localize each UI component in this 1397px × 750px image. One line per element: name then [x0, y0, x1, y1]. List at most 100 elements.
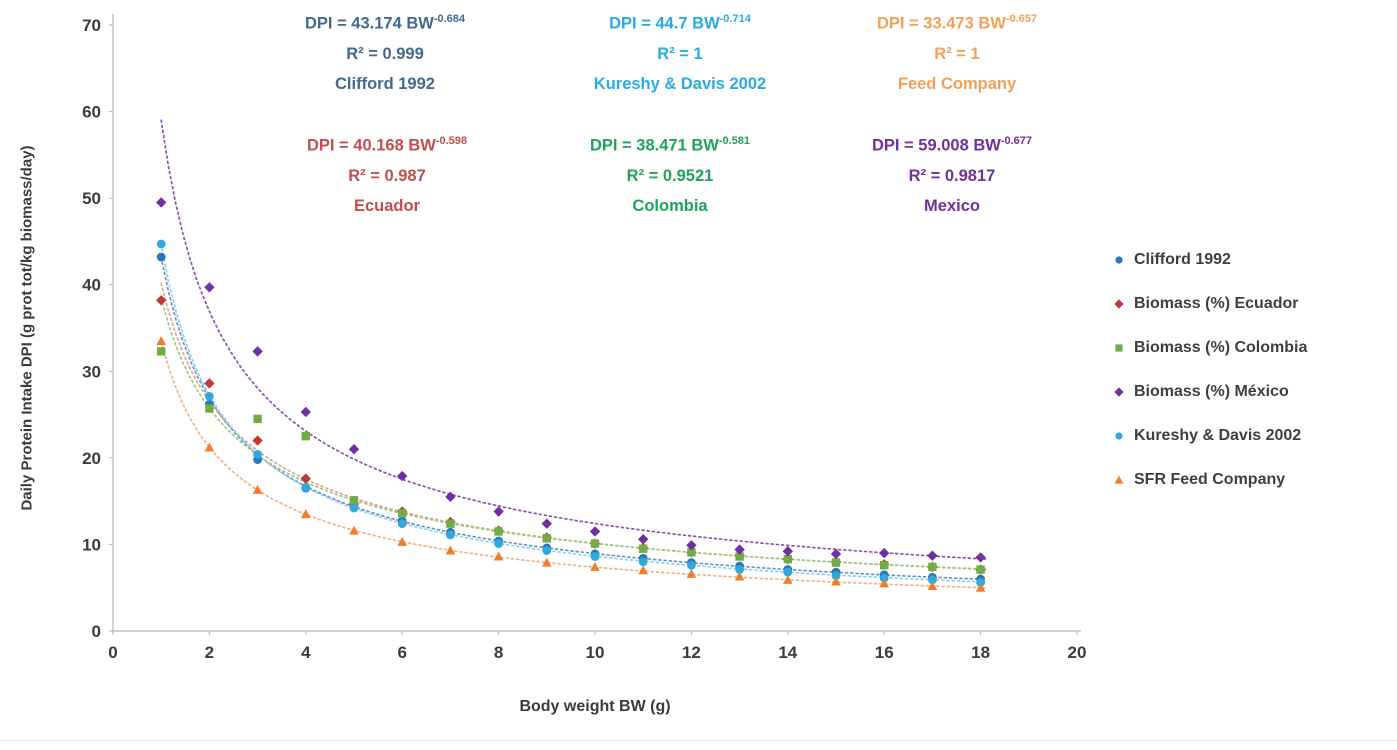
series-name-label: Feed Company: [897, 74, 1017, 93]
data-point: [927, 550, 938, 561]
data-point: [735, 552, 744, 561]
data-point: [542, 557, 552, 567]
data-point: [687, 560, 696, 570]
data-point: [639, 544, 648, 553]
data-point: [494, 527, 503, 536]
x-tick-label: 16: [875, 643, 894, 662]
data-point: [782, 546, 793, 557]
diamond-marker-icon: [1114, 299, 1124, 309]
data-point: [590, 539, 600, 548]
y-tick-label: 50: [82, 189, 101, 208]
legend-label: Clifford 1992: [1134, 251, 1231, 268]
data-point: [928, 575, 937, 585]
square-marker-icon: [1115, 344, 1123, 352]
data-point: [542, 546, 552, 555]
data-point: [445, 545, 456, 555]
y-tick-label: 40: [82, 276, 101, 295]
series-name-label: Kureshy & Davis 2002: [593, 74, 767, 93]
y-tick-label: 30: [82, 362, 101, 381]
data-point: [493, 551, 504, 561]
trendline-sfr-feed-company: [160, 340, 987, 589]
triangle-marker-icon: [1114, 475, 1124, 484]
y-tick-label: 10: [82, 535, 101, 554]
r-squared-label: R² = 1: [657, 44, 703, 63]
data-point: [880, 561, 889, 570]
data-point: [300, 473, 311, 484]
r-squared-label: R² = 0.987: [348, 166, 426, 185]
data-point: [397, 519, 407, 529]
legend-label: Biomass (%) Ecuador: [1134, 295, 1299, 312]
trendline-equation-block: DPI = 33.473 BW-0.657 R² = 1 Feed Company: [830, 4, 1084, 99]
trendline-biomass-colombia: [160, 297, 987, 570]
data-point: [157, 347, 166, 356]
equation-label: DPI = 43.174 BW-0.684: [304, 13, 466, 33]
r-squared-label: R² = 0.9817: [908, 166, 996, 185]
data-point: [830, 548, 842, 560]
y-tick-label: 0: [92, 622, 101, 641]
r-squared-label: R² = 0.9521: [626, 166, 714, 185]
data-point: [349, 496, 359, 505]
x-tick-label: 14: [778, 643, 797, 662]
data-point: [735, 565, 744, 574]
data-point: [156, 197, 167, 208]
data-point: [494, 539, 503, 548]
data-point: [204, 378, 215, 389]
legend-label: Biomass (%) México: [1134, 383, 1289, 400]
equation-exponent: -0.581: [718, 135, 751, 147]
series-name-label: Clifford 1992: [335, 74, 435, 93]
trendline-biomass-ecuador: [160, 282, 987, 571]
data-point: [398, 509, 407, 518]
equation-label: DPI = 33.473 BW-0.657: [876, 13, 1038, 33]
data-point: [638, 534, 649, 545]
data-point: [348, 444, 360, 455]
data-point: [156, 295, 167, 306]
data-point: [446, 530, 455, 540]
trendline-equation-block: DPI = 38.471 BW-0.581 R² = 0.9521 Colombia: [540, 126, 800, 221]
trendline-clifford-1992: [160, 256, 987, 581]
equation-exponent: -0.657: [1005, 13, 1038, 25]
data-point: [205, 391, 214, 401]
data-point: [831, 558, 841, 567]
trendline-equation-block: DPI = 59.008 BW-0.677 R² = 0.9817 Mexico: [825, 126, 1079, 221]
y-tick-label: 70: [82, 16, 101, 35]
data-point: [783, 554, 792, 564]
data-point: [445, 491, 456, 503]
x-tick-label: 6: [397, 643, 406, 662]
data-point: [590, 552, 600, 561]
data-point: [928, 562, 937, 572]
data-point: [638, 565, 648, 575]
data-point: [879, 578, 889, 588]
data-point: [590, 561, 600, 571]
legend-label: Kureshy & Davis 2002: [1134, 427, 1302, 444]
data-point: [879, 547, 890, 559]
data-point: [446, 519, 455, 528]
trendline-equation-block: DPI = 40.168 BW-0.598 R² = 0.987 Ecuador: [245, 126, 529, 221]
data-point: [301, 432, 310, 441]
equation-label: DPI = 40.168 BW-0.598: [306, 135, 468, 155]
data-point: [686, 540, 697, 551]
equation-label: DPI = 44.7 BW-0.714: [609, 13, 751, 33]
series-name-label: Colombia: [632, 196, 708, 215]
data-point: [541, 518, 552, 529]
data-point: [397, 536, 407, 546]
data-point: [252, 346, 263, 357]
trendline-equation-block: DPI = 43.174 BW-0.684 R² = 0.999 Clifford …: [230, 4, 540, 99]
data-point: [253, 449, 262, 459]
data-point: [156, 335, 166, 345]
data-point: [783, 574, 793, 584]
circle-marker-icon: [1115, 432, 1123, 440]
legend-label: SFR Feed Company: [1134, 471, 1286, 488]
y-tick-label: 60: [82, 103, 101, 122]
data-point: [397, 470, 408, 482]
chart-legend: Clifford 1992 Biomass (%) Ecuador Biomass …: [1113, 250, 1307, 514]
data-point: [734, 571, 745, 581]
equation-exponent: -0.714: [719, 13, 751, 25]
data-point: [252, 435, 263, 446]
data-point: [301, 509, 311, 519]
trendline-equation-block: DPI = 44.7 BW-0.714 R² = 1 Kureshy & Davis…: [545, 4, 815, 99]
data-point: [831, 571, 841, 580]
series-name-label: Mexico: [924, 196, 980, 215]
data-point: [349, 503, 359, 513]
y-tick-label: 20: [82, 449, 101, 468]
data-point: [976, 565, 985, 574]
